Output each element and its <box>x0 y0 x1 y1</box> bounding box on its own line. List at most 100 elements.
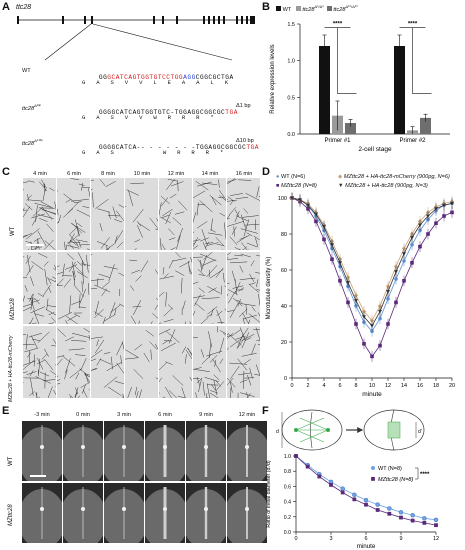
cell-division-diagram: d d' <box>276 409 425 451</box>
c-time-label: 6 min <box>67 171 81 177</box>
f-point <box>352 497 357 502</box>
f-y-tick-label: 0.8 <box>284 469 291 475</box>
e-row-mz: MZttc28 <box>8 504 14 526</box>
wt-seq-pre: GG <box>98 74 108 81</box>
d-legend: ● WT (N=6) ■ MZttc28 (N=8) <box>276 174 317 189</box>
microtubule-image <box>159 252 192 324</box>
b-bar <box>345 123 356 134</box>
delta1-size: Δ1 bp <box>236 103 251 109</box>
panel-label-d: D <box>262 166 270 178</box>
d-label: d <box>276 429 279 435</box>
c-time-label: 10 min <box>133 171 151 177</box>
d-x-tick-label: 14 <box>401 383 407 389</box>
microtubule-image <box>227 252 260 324</box>
d-point <box>410 261 414 265</box>
d-point <box>370 354 374 359</box>
b-x-tick-label: Primer #2 <box>399 138 426 144</box>
delta10-gene: ttc28 <box>22 140 35 147</box>
microtubule-image <box>125 252 158 324</box>
d-y-tick-label: 20 <box>281 340 287 346</box>
d-point <box>426 214 430 218</box>
panel-label-c: C <box>2 166 10 178</box>
b-y-tick-label: 0.5 <box>287 95 295 101</box>
c-row-rescue: MZttc28 + HA-ttc28-mCherry <box>8 335 14 402</box>
d-y-label: Microtubule density (%) <box>266 257 272 320</box>
f-point <box>422 520 427 525</box>
microtubule-texture <box>91 179 124 250</box>
b-legend-d10: ttc28 <box>333 6 346 13</box>
embryo-texture <box>104 487 144 543</box>
microtubule-image <box>159 178 192 250</box>
microtubule-image <box>23 326 56 398</box>
delta1-sup: Δ¹ᵇᵖ <box>34 103 41 108</box>
d-point <box>298 198 302 202</box>
embryo-texture <box>63 487 103 543</box>
embryo-image <box>186 421 226 481</box>
embryo-texture <box>227 487 267 543</box>
d-point <box>378 309 382 314</box>
wt-aa: G A S V V L E A A L K <box>82 79 230 86</box>
wt-row-label: WT <box>22 68 31 74</box>
d-point <box>434 207 438 211</box>
delta1-seq-pre: GGGGCATCAGTGGTGTC- <box>98 109 175 116</box>
d-point <box>402 252 406 256</box>
chart-d: 0 20 40 60 80 100 0 2 4 6 8 10 12 14 16 18 20 Microtubule… <box>266 192 455 398</box>
embryo-texture <box>22 425 62 481</box>
d-x-label: minute <box>362 391 382 398</box>
microtubule-image <box>57 178 90 250</box>
d-y-tick-label: 80 <box>281 232 287 238</box>
d-point <box>402 279 406 283</box>
gene-structure-diagram <box>17 16 255 61</box>
b-y-tick-label: 1.0 <box>287 59 295 65</box>
d-point <box>354 322 358 326</box>
microtubule-image <box>193 252 226 324</box>
d-point <box>410 236 414 240</box>
f-y-tick-label: 0.4 <box>284 500 291 506</box>
f-point <box>305 464 310 469</box>
b-bar <box>420 117 431 134</box>
f-point <box>410 518 415 523</box>
d-point <box>370 324 374 328</box>
microtubule-texture <box>23 331 56 398</box>
f-point <box>363 497 369 503</box>
gene-label: ttc28 <box>16 4 32 11</box>
f-x-tick-label: 9 <box>399 536 402 542</box>
b-sig-label: **** <box>408 22 418 28</box>
f-point <box>375 508 380 512</box>
f-x-tick-label: 3 <box>329 536 332 542</box>
embryo-image <box>104 483 144 543</box>
microtubule-image <box>91 178 124 250</box>
d-point <box>442 203 446 208</box>
embryo-texture <box>227 425 267 481</box>
d-y-tick-label: 60 <box>281 268 287 274</box>
wt-seq-target: GCATCAGTGGTGTCCTGG <box>107 74 184 81</box>
d-point <box>450 210 454 215</box>
f-legend-marker <box>371 477 375 481</box>
microtubule-texture <box>159 328 192 398</box>
d-point <box>394 270 398 274</box>
microtubule-texture <box>227 252 260 324</box>
f-point <box>399 515 403 520</box>
d-point <box>314 212 318 217</box>
f-point <box>434 523 438 528</box>
d-point <box>386 290 390 294</box>
microtubule-image <box>227 178 260 250</box>
embryo-image <box>227 483 267 543</box>
b-legend: WT ttc28Δ¹/Δ¹ ttc28Δ¹⁰/Δ¹⁰ <box>276 4 358 13</box>
chart-f: 0.0 0.2 0.4 0.6 0.8 1.0 0 3 6 9 12 WT (N=8) MZttc28 … <box>266 453 439 549</box>
e-time-label: 6 min <box>158 412 172 418</box>
wt-seq-post: CGGCGCTGA <box>195 74 234 81</box>
d-point <box>401 246 407 251</box>
microtubule-texture <box>23 252 56 324</box>
f-y-tick-label: 0.6 <box>284 484 291 490</box>
f-point <box>352 492 357 497</box>
d-legend-mz: MZttc28 (N=8) <box>280 182 317 189</box>
c-time-label: 12 min <box>167 171 185 177</box>
d-x-tick-label: 0 <box>290 383 293 389</box>
e-time-label: 12 min <box>238 412 256 418</box>
embryo-image <box>186 483 226 543</box>
f-point <box>329 482 333 487</box>
delta1-aa: G A S V V W R R R * <box>82 114 216 121</box>
d-x-tick-label: 16 <box>417 383 423 389</box>
f-x-tick-label: 12 <box>433 536 439 542</box>
